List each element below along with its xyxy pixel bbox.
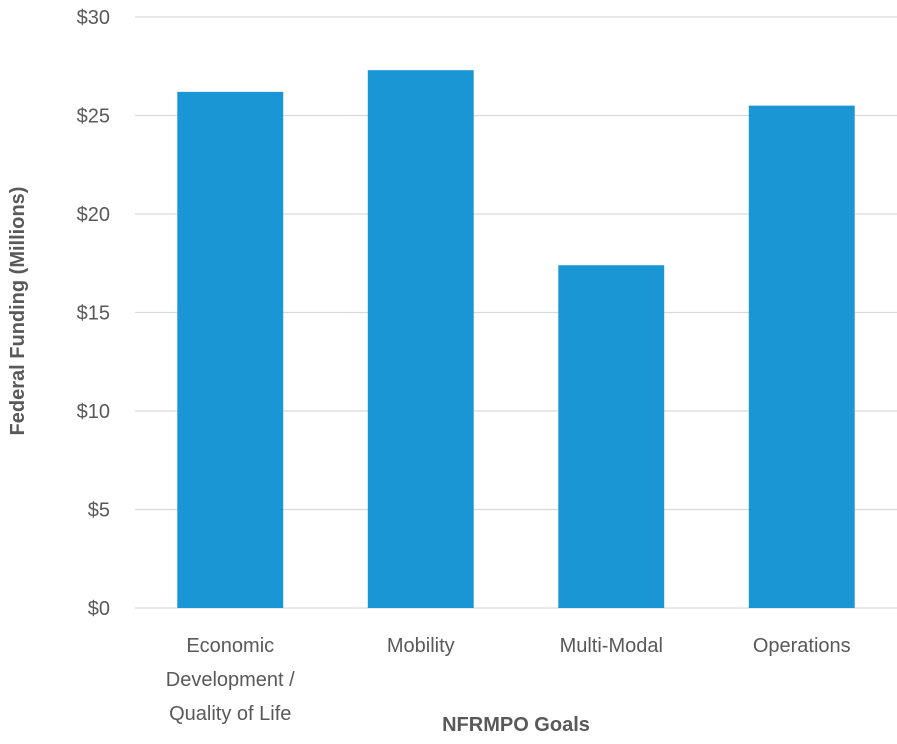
bar [558,265,665,608]
x-category-label: Operations [753,635,851,657]
x-category-label: Mobility [387,635,455,657]
y-tick-label: $0 [88,598,110,620]
y-tick-label: $25 [77,106,110,128]
y-axis-tick-labels: $0 $5 $10 $15 $20 $25 $30 [77,7,110,620]
bar [748,105,855,609]
y-tick-label: $30 [77,7,110,29]
bar [177,91,284,609]
y-tick-label: $5 [88,500,110,522]
x-axis-title: NFRMPO Goals [442,714,590,736]
x-category-label: Economic Development / Quality of Life [166,635,295,725]
x-axis-category-labels: Economic Development / Quality of Life Mobi… [166,635,851,725]
y-tick-label: $15 [77,303,110,325]
y-tick-label: $20 [77,204,110,226]
x-category-label: Multi-Modal [560,635,663,657]
bar [367,70,474,608]
y-axis-title: Federal Funding (Millions) [7,187,29,436]
bars [177,70,855,609]
y-tick-label: $10 [77,401,110,423]
